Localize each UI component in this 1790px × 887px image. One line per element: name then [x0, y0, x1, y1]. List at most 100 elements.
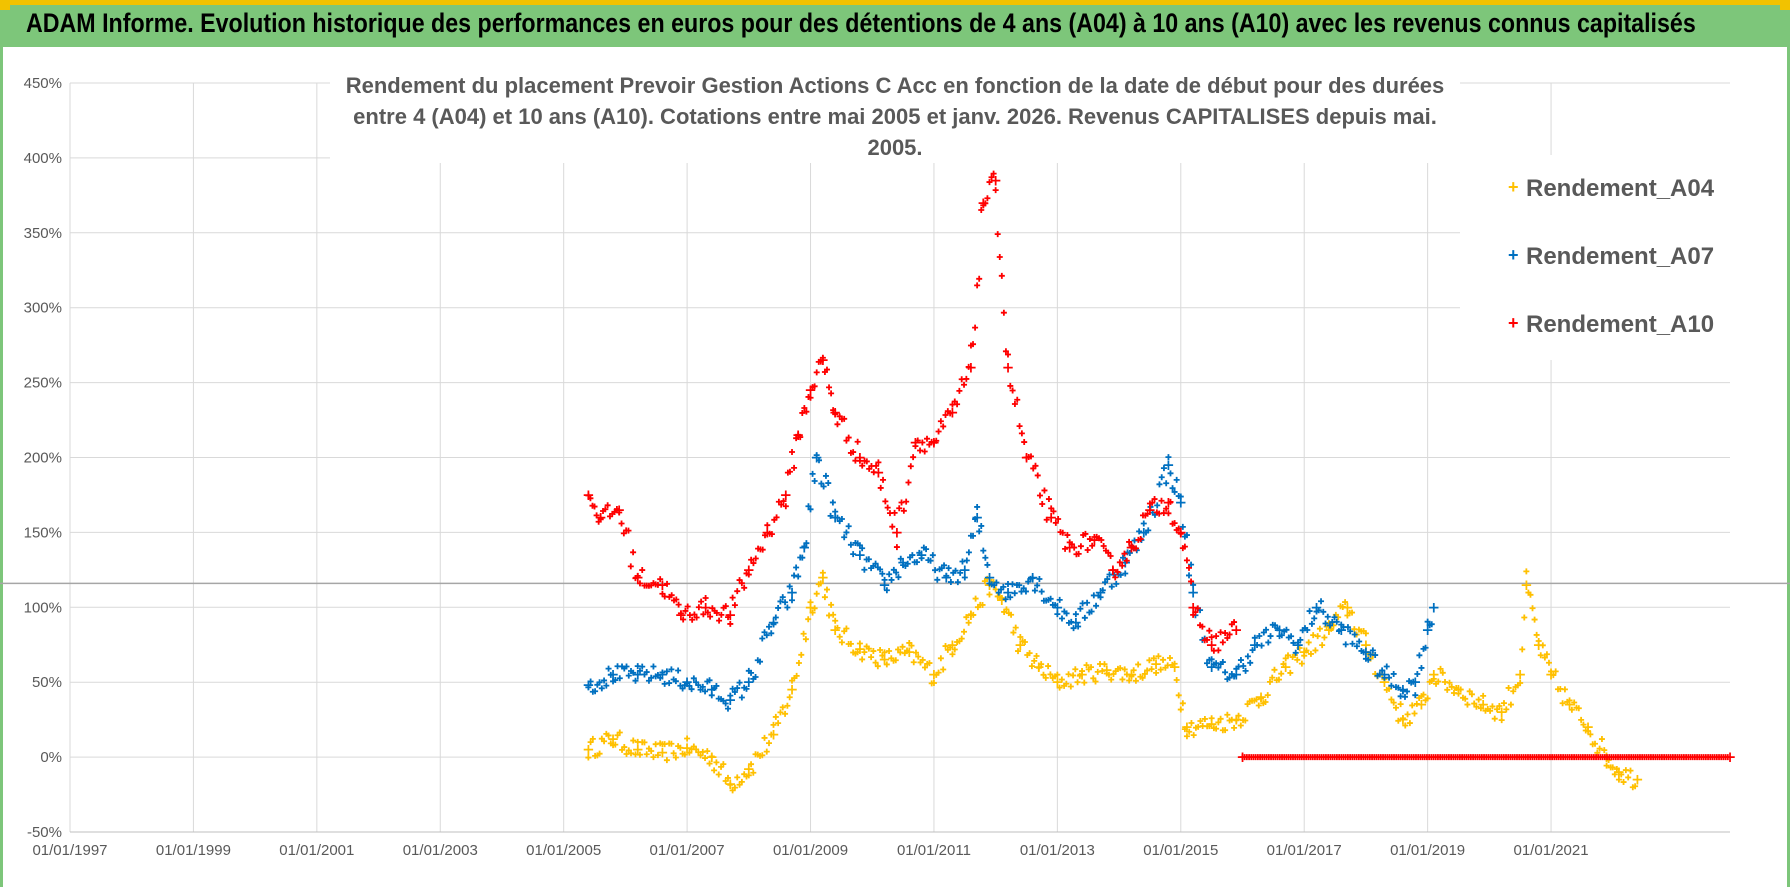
data-point — [1275, 676, 1282, 683]
data-point — [707, 613, 714, 620]
data-point — [1219, 659, 1226, 666]
data-point — [698, 598, 705, 605]
data-point — [945, 565, 952, 572]
data-point — [1021, 439, 1028, 446]
data-point — [1448, 683, 1455, 690]
data-point — [630, 549, 637, 556]
data-point — [1002, 596, 1009, 603]
data-point — [996, 253, 1003, 260]
data-point — [1609, 764, 1616, 771]
data-point — [807, 599, 814, 606]
data-point — [1388, 682, 1395, 689]
data-point — [865, 645, 872, 652]
data-point — [620, 530, 627, 537]
data-point — [1411, 710, 1418, 717]
corner-accent — [0, 0, 10, 10]
data-point — [1435, 678, 1442, 685]
chart-legend: + Rendement_A04 + Rendement_A07 + Rendem… — [1460, 155, 1730, 360]
data-point — [659, 669, 666, 676]
data-point — [1054, 611, 1061, 618]
data-point — [706, 760, 713, 767]
data-point — [777, 709, 784, 716]
data-point — [1026, 650, 1033, 657]
data-point — [1444, 686, 1451, 693]
y-tick-label: 400% — [24, 150, 62, 167]
data-point — [639, 567, 646, 574]
data-point — [1179, 700, 1186, 707]
data-point — [1231, 619, 1238, 626]
data-point — [1088, 664, 1095, 671]
data-point — [1165, 454, 1172, 461]
data-point — [657, 576, 664, 583]
data-point — [868, 654, 875, 661]
data-point — [1545, 659, 1552, 666]
x-tick-label: 01/01/2013 — [1020, 842, 1095, 859]
data-point — [1301, 652, 1308, 659]
data-point — [759, 546, 766, 553]
data-point — [1498, 717, 1505, 724]
data-point — [591, 503, 598, 510]
data-point — [854, 649, 861, 656]
data-point — [1215, 664, 1222, 671]
data-point — [1050, 508, 1057, 515]
data-point — [1231, 724, 1238, 731]
data-point — [1455, 690, 1462, 697]
data-point — [1206, 627, 1213, 634]
data-point — [1126, 550, 1133, 557]
data-point — [1154, 502, 1161, 509]
data-point — [978, 207, 985, 213]
data-point — [1580, 721, 1587, 728]
data-point — [597, 516, 604, 523]
data-point — [748, 669, 755, 676]
data-point — [1135, 661, 1142, 668]
data-point — [679, 685, 686, 692]
data-point — [1620, 779, 1627, 786]
data-point — [612, 741, 619, 748]
data-point — [1308, 620, 1315, 627]
data-point — [589, 735, 596, 742]
data-point — [1075, 550, 1082, 557]
data-point — [811, 605, 818, 612]
data-point — [995, 589, 1002, 596]
data-point — [1412, 692, 1419, 699]
data-point — [672, 678, 679, 685]
data-point — [706, 677, 713, 684]
data-point — [650, 663, 657, 670]
data-point — [965, 363, 972, 370]
data-point — [1188, 719, 1195, 726]
data-point — [1029, 575, 1036, 582]
data-point — [1312, 647, 1319, 654]
data-point — [1108, 676, 1115, 683]
data-point — [1122, 570, 1129, 577]
report-title: ADAM Informe. Evolution historique des p… — [26, 8, 1696, 38]
data-point — [1188, 578, 1195, 585]
data-point — [813, 452, 820, 459]
data-point — [961, 574, 968, 581]
legend-item-a07: Rendement_A07 — [1526, 243, 1715, 270]
x-tick-label: 01/01/2015 — [1143, 842, 1218, 859]
data-point — [1219, 639, 1226, 646]
data-point — [1278, 670, 1285, 677]
y-tick-label: 100% — [24, 599, 62, 616]
data-point — [1183, 557, 1190, 564]
data-point — [779, 594, 786, 601]
data-point — [880, 476, 887, 483]
data-point — [992, 586, 999, 593]
data-point — [1235, 712, 1242, 719]
data-point — [1331, 614, 1338, 621]
data-point — [1347, 628, 1354, 635]
data-point — [1002, 348, 1009, 355]
report-header: ADAM Informe. Evolution historique des p… — [0, 0, 1790, 47]
data-point — [1028, 663, 1035, 670]
data-point — [727, 692, 734, 699]
data-point — [1000, 309, 1007, 316]
data-point — [1323, 623, 1330, 630]
data-point — [1086, 536, 1093, 543]
data-point — [1487, 707, 1494, 714]
data-point — [1056, 596, 1063, 603]
data-point — [1145, 527, 1152, 534]
data-point — [1072, 611, 1079, 618]
data-point — [722, 603, 729, 610]
data-point — [700, 611, 707, 618]
data-point — [1038, 661, 1045, 668]
